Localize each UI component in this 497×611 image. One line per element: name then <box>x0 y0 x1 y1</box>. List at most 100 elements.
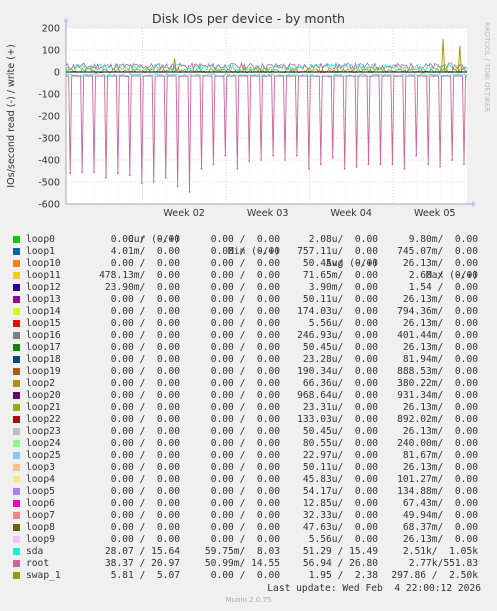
root-read-spike-point <box>81 171 83 174</box>
legend-min-value: 0.00 / 0.00 <box>210 330 280 341</box>
legend-swatch <box>13 248 20 255</box>
legend-row: loop8 0.00 / 0.00 0.00 / 0.00 47.63u/ 0.00 6… <box>0 522 497 534</box>
legend-swatch <box>13 524 20 531</box>
legend-avg-value: 23.31u/ 0.00 <box>302 402 378 413</box>
legend-swatch <box>13 476 20 483</box>
legend-row: loop17 0.00 / 0.00 0.00 / 0.00 50.45u/ 0.00… <box>0 342 497 354</box>
legend-max-value: 26.13m/ 0.00 <box>402 462 478 473</box>
legend-swatch <box>13 236 20 243</box>
root-read-spike-point <box>272 154 274 157</box>
legend-max-value: 892.02m/ 0.00 <box>397 414 478 425</box>
legend-avg-value: 174.03u/ 0.00 <box>297 306 378 317</box>
legend-avg-value: 133.03u/ 0.00 <box>297 414 378 425</box>
legend-min-value: 0.00 / 0.00 <box>210 426 280 437</box>
legend-swatch <box>13 284 20 291</box>
legend-cur-value: 0.00 / 0.00 <box>110 534 180 545</box>
root-read-spike-point <box>260 159 262 161</box>
legend-min-value: 0.00 / 0.00 <box>210 258 280 269</box>
legend-cur-value: 0.00 / 0.00 <box>110 450 180 461</box>
legend-header-cur: Cur (-/+) <box>128 234 180 245</box>
legend-cur-value: 28.07 / 15.64 <box>104 546 180 557</box>
legend-cur-value: 0.00 / 0.00 <box>110 306 180 317</box>
legend-series-name: loop5 <box>26 486 55 497</box>
legend-cur-value: 478.13m/ 0.00 <box>99 270 180 281</box>
root-read-spike-point <box>128 174 131 177</box>
legend-avg-value: 757.11u/ 0.00 <box>297 246 378 257</box>
legend-swatch <box>13 428 20 435</box>
root-read-spike-point <box>343 167 346 170</box>
legend-series-name: loop21 <box>26 402 61 413</box>
legend-series-name: loop2 <box>26 378 55 389</box>
legend-avg-value: 12.85u/ 0.00 <box>302 498 378 509</box>
root-read-spike-point <box>176 185 179 188</box>
legend-swatch <box>13 500 20 507</box>
legend-cur-value: 5.81 / 5.07 <box>110 570 180 581</box>
legend-avg-value: 190.34u/ 0.00 <box>297 366 378 377</box>
root-read-spike-point <box>331 156 334 159</box>
legend-row: loop1 4.01m/ 0.00 0.00 / 0.00 757.11u/ 0.00… <box>0 246 497 258</box>
legend-avg-value: 2.08u/ 0.00 <box>308 234 378 245</box>
y-tick-label: 0 <box>54 68 60 79</box>
legend-avg-value: 5.56u/ 0.00 <box>308 318 378 329</box>
legend-row: loop18 0.00 / 0.00 0.00 / 0.00 23.28u/ 0.00… <box>0 354 497 366</box>
series-line-swap-write-spike <box>172 58 177 71</box>
legend-max-value: 2.60 / 0.00 <box>408 270 478 281</box>
root-read-spike-point <box>439 165 441 168</box>
legend-max-value: 240.00m/ 0.00 <box>397 438 478 449</box>
legend-cur-value: 0.00 / 0.00 <box>110 414 180 425</box>
legend-avg-value: 50.45u/ 0.00 <box>302 426 378 437</box>
legend-max-value: 297.86 / 2.50k <box>391 570 478 581</box>
legend-swatch <box>13 572 20 579</box>
x-tick-label: Week 04 <box>330 208 372 219</box>
legend-avg-value: 5.56u/ 0.00 <box>308 534 378 545</box>
legend-min-value: 0.00 / 0.00 <box>210 570 280 581</box>
legend-avg-value: 71.65m/ 0.00 <box>302 270 378 281</box>
legend-max-value: 745.07m/ 0.00 <box>397 246 478 257</box>
legend: Cur (-/+) Min (-/+) Avg (-/+) Max (-/+) … <box>0 222 497 582</box>
legend-series-name: loop20 <box>26 390 61 401</box>
legend-max-value: 2.77k/551.83 <box>408 558 478 569</box>
legend-series-name: loop6 <box>26 498 55 509</box>
root-read-spike-point <box>224 154 227 157</box>
y-tick-label: -100 <box>38 90 60 101</box>
root-read-spike-point <box>212 163 215 166</box>
legend-min-value: 59.75m/ 8.03 <box>204 546 280 557</box>
legend-min-value: 0.00 / 0.00 <box>210 402 280 413</box>
legend-cur-value: 0.00 / 0.00 <box>110 354 180 365</box>
root-read-spike-point <box>284 159 286 161</box>
legend-avg-value: 1.95 / 2.38 <box>308 570 378 581</box>
legend-min-value: 0.00 / 0.00 <box>210 234 280 245</box>
legend-cur-value: 0.00 / 0.00 <box>110 486 180 497</box>
x-tick-label: Week 03 <box>247 208 289 219</box>
legend-row: loop7 0.00 / 0.00 0.00 / 0.00 32.33u/ 0.00 4… <box>0 510 497 522</box>
legend-cur-value: 0.00 / 0.00 <box>110 342 180 353</box>
legend-cur-value: 0.00 / 0.00 <box>110 330 180 341</box>
legend-min-value: 0.00 / 0.00 <box>210 450 280 461</box>
legend-avg-value: 50.45u/ 0.00 <box>302 342 378 353</box>
root-read-spike-point <box>140 182 143 185</box>
legend-row: loop5 0.00 / 0.00 0.00 / 0.00 54.17u/ 0.00 1… <box>0 486 497 498</box>
legend-header-min: Min (-/+) <box>228 246 280 257</box>
legend-min-value: 0.00 / 0.00 <box>210 510 280 521</box>
legend-max-value: 9.80m/ 0.00 <box>408 234 478 245</box>
legend-min-value: 0.00 / 0.00 <box>210 366 280 377</box>
legend-avg-value: 23.28u/ 0.00 <box>302 354 378 365</box>
watermark: RRDTOOL / TOBI OETIKER <box>483 22 491 112</box>
legend-series-name: loop18 <box>26 354 61 365</box>
legend-min-value: 0.00 / 0.00 <box>210 270 280 281</box>
x-tick-label: Week 02 <box>163 208 205 219</box>
legend-cur-value: 38.37 / 20.97 <box>104 558 180 569</box>
legend-min-value: 0.00 / 0.00 <box>210 390 280 401</box>
legend-row: sda 28.07 / 15.64 59.75m/ 8.03 51.29 / 15.4… <box>0 546 497 558</box>
legend-series-name: loop17 <box>26 342 61 353</box>
legend-row: loop16 0.00 / 0.00 0.00 / 0.00 246.93u/ 0.0… <box>0 330 497 342</box>
legend-max-value: 26.13m/ 0.00 <box>402 294 478 305</box>
legend-max-value: 380.22m/ 0.00 <box>397 378 478 389</box>
legend-max-value: 794.36m/ 0.00 <box>397 306 478 317</box>
series-line-root-write <box>65 61 467 71</box>
legend-swatch <box>13 272 20 279</box>
legend-cur-value: 0.00 / 0.00 <box>110 390 180 401</box>
legend-max-value: 67.43m/ 0.00 <box>402 498 478 509</box>
legend-series-name: loop9 <box>26 534 55 545</box>
legend-cur-value: 0.00 / 0.00 <box>110 318 180 329</box>
